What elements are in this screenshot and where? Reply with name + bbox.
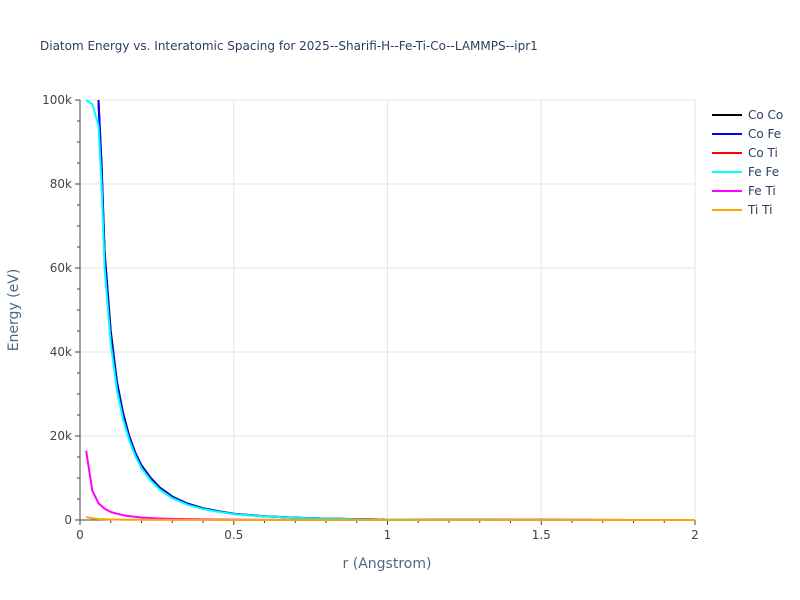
y-tick-label: 80k — [50, 177, 72, 191]
y-tick-label: 100k — [42, 93, 72, 107]
series-layer — [85, 99, 695, 521]
y-tick-label: 0 — [64, 513, 72, 527]
x-tick-label: 2 — [691, 528, 699, 542]
legend-item[interactable]: Fe Fe — [712, 165, 779, 179]
legend[interactable]: Co Co Co Fe Co Ti Fe Fe Fe Ti Ti Ti — [712, 108, 783, 217]
y-tick-label: 60k — [50, 261, 72, 275]
legend-item[interactable]: Co Co — [712, 108, 783, 122]
chart-title: Diatom Energy vs. Interatomic Spacing fo… — [40, 39, 538, 53]
legend-item[interactable]: Co Ti — [712, 146, 778, 160]
gridlines — [80, 99, 696, 520]
y-axis-ticks: 0 20k 40k 60k 80k 100k — [42, 93, 72, 527]
legend-label: Co Co — [748, 108, 783, 122]
y-tick-label: 40k — [50, 345, 72, 359]
legend-label: Fe Fe — [748, 165, 779, 179]
x-tick-label: 1.5 — [532, 528, 551, 542]
x-tick-label: 0 — [76, 528, 84, 542]
y-axis-title: Energy (eV) — [6, 269, 22, 352]
legend-item[interactable]: Co Fe — [712, 127, 781, 141]
x-axis-ticks: 0 0.5 1 1.5 2 — [76, 528, 699, 542]
y-tick-label: 20k — [50, 429, 72, 443]
legend-item[interactable]: Ti Ti — [712, 203, 772, 217]
legend-item[interactable]: Fe Ti — [712, 184, 776, 198]
legend-label: Co Ti — [748, 146, 778, 160]
legend-label: Ti Ti — [747, 203, 772, 217]
series-line-ti-ti — [85, 516, 695, 521]
legend-label: Fe Ti — [748, 184, 776, 198]
x-axis-title: r (Angstrom) — [343, 556, 432, 572]
x-tick-label: 1 — [384, 528, 392, 542]
legend-label: Co Fe — [748, 127, 781, 141]
x-tick-label: 0.5 — [224, 528, 243, 542]
